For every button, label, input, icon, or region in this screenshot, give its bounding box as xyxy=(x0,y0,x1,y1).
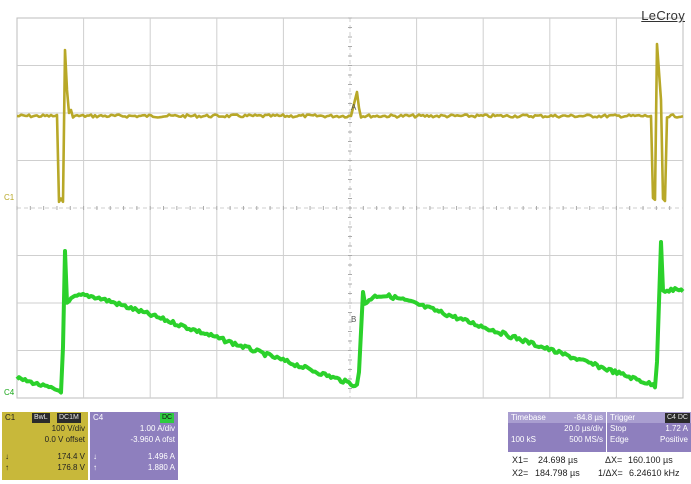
ch1-bwl-tag: BwL xyxy=(32,413,50,423)
cursor-x1-label: X1= xyxy=(512,455,529,465)
cursor-x1-value: 24.698 µs xyxy=(538,455,578,465)
trigger-mode: Stop xyxy=(610,424,627,433)
oscilloscope-screen[interactable]: C1 C4 A B LeCroy xyxy=(0,0,691,404)
trigger-type: Edge xyxy=(610,435,629,444)
ch4-adiv: 1.00 A/div xyxy=(139,424,175,433)
lecroy-logo: LeCroy xyxy=(641,8,685,23)
ch1-offset: 0.0 V offset xyxy=(44,435,85,444)
cursor-inv-label: 1/ΔX= xyxy=(598,468,623,478)
ch4-cursor1-value: 1.496 A xyxy=(147,452,175,461)
ch4-coupling-tag: DC xyxy=(160,413,175,423)
ch1-vdiv: 100 V/div xyxy=(51,424,85,433)
trigger-source-tag: C4 DC xyxy=(664,413,690,423)
timebase-tdiv: 20.0 µs/div xyxy=(564,424,603,433)
cursor-dx-value: 160.100 µs xyxy=(628,455,673,465)
ch1-waveform xyxy=(16,42,684,204)
up-arrow-icon: ↑ xyxy=(93,463,97,472)
cursor-inv-value: 6.24610 kHz xyxy=(629,468,680,478)
waveform-display[interactable]: C1 C4 A B xyxy=(0,0,691,404)
ch4-offset: -3.960 A ofst xyxy=(130,435,175,444)
cursor-dx-label: ΔX= xyxy=(605,455,623,465)
ch1-coupling-tag: DC1M xyxy=(57,413,81,423)
trigger-panel[interactable]: Trigger C4 DC Stop 1.72 A Edge Positive xyxy=(607,412,691,452)
trigger-slope: Positive xyxy=(659,435,688,444)
timebase-delay: -84.8 µs xyxy=(573,413,603,422)
timebase-rate: 500 MS/s xyxy=(569,435,603,444)
channel-4-panel[interactable]: C4 DC 1.00 A/div -3.960 A ofst ↓ 1.496 A… xyxy=(90,412,178,480)
ch4-marker: C4 xyxy=(4,388,15,397)
trigger-label: Trigger xyxy=(610,413,636,422)
ch1-marker: C1 xyxy=(4,193,15,202)
ch1-cursor1-value: 174.4 V xyxy=(57,452,85,461)
trigger-level: 1.72 A xyxy=(665,424,688,433)
cursor-x2-value: 184.798 µs xyxy=(535,468,580,478)
ch4-title: C4 xyxy=(93,413,104,422)
channel-1-panel[interactable]: C1 BwL DC1M 100 V/div 0.0 V offset ↓ 174… xyxy=(2,412,88,480)
timebase-panel[interactable]: Timebase -84.8 µs 20.0 µs/div 100 kS 500… xyxy=(508,412,606,452)
ch4-cursor2-value: 1.880 A xyxy=(147,463,175,472)
down-arrow-icon: ↓ xyxy=(5,452,9,461)
cursor-x2-label: X2= xyxy=(512,468,529,478)
cursor-a-marker: A xyxy=(351,103,357,112)
ch1-cursor2-value: 176.8 V xyxy=(57,463,85,472)
down-arrow-icon: ↓ xyxy=(93,452,97,461)
ch1-title: C1 xyxy=(5,413,16,422)
ch4-waveform xyxy=(15,240,685,395)
up-arrow-icon: ↑ xyxy=(5,463,9,472)
timebase-label: Timebase xyxy=(511,413,546,422)
cursor-b-marker: B xyxy=(351,315,356,324)
timebase-samples: 100 kS xyxy=(511,435,536,444)
